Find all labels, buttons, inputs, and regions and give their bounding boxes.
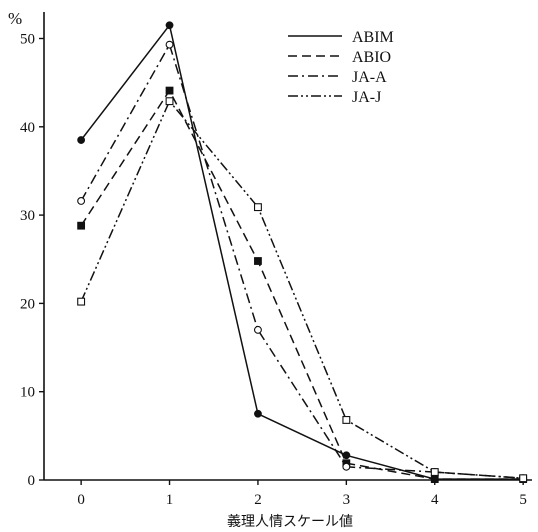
x-tick-label: 5 — [519, 492, 527, 508]
y-tick-label: 10 — [20, 385, 35, 401]
series-line — [80, 43, 524, 479]
series-lines — [77, 21, 528, 484]
y-tick-label: 0 — [28, 473, 36, 489]
data-point — [253, 203, 262, 212]
series-abim — [77, 21, 528, 484]
legend-label: JA-A — [352, 69, 387, 86]
y-tick-label: 50 — [20, 31, 35, 47]
x-tick-label: 2 — [254, 492, 262, 508]
series-line — [80, 100, 524, 479]
data-point — [77, 197, 86, 205]
data-point — [165, 21, 174, 30]
x-tick-label: 3 — [343, 492, 351, 508]
data-point — [519, 474, 528, 483]
series-abio — [77, 86, 528, 484]
series-line — [80, 89, 524, 480]
data-point — [430, 475, 439, 484]
x-tick-label: 1 — [166, 492, 174, 508]
data-point — [253, 325, 262, 334]
y-tick-label: 30 — [20, 208, 35, 224]
x-axis-title: 義理人情スケール値 — [227, 513, 353, 530]
x-tick-label: 4 — [431, 492, 439, 508]
data-point — [77, 221, 86, 230]
series-ja-j — [77, 97, 528, 483]
data-point — [254, 257, 262, 265]
y-unit-label: % — [8, 9, 22, 28]
data-point — [77, 297, 86, 306]
data-point — [165, 86, 174, 95]
y-tick-label: 20 — [20, 296, 35, 312]
data-point — [254, 409, 262, 418]
legend-label: ABIO — [352, 49, 391, 66]
series-ja-a — [77, 40, 528, 483]
data-point — [430, 468, 439, 477]
data-point — [77, 136, 86, 144]
y-tick-label: 40 — [20, 120, 35, 136]
legend: ABIM ABIO JA-A JA-J — [288, 29, 394, 106]
legend-label: JA-J — [352, 89, 381, 106]
data-point — [342, 416, 351, 424]
data-point — [342, 462, 351, 471]
legend-label: ABIM — [352, 29, 394, 46]
data-point — [165, 97, 174, 106]
series-line — [80, 24, 524, 480]
axes: 0 10 20 30 40 50% 0 1 2 3 4 5 義理人情スケール値 — [8, 9, 532, 530]
x-tick-label: 0 — [77, 492, 85, 508]
data-point — [165, 40, 174, 49]
